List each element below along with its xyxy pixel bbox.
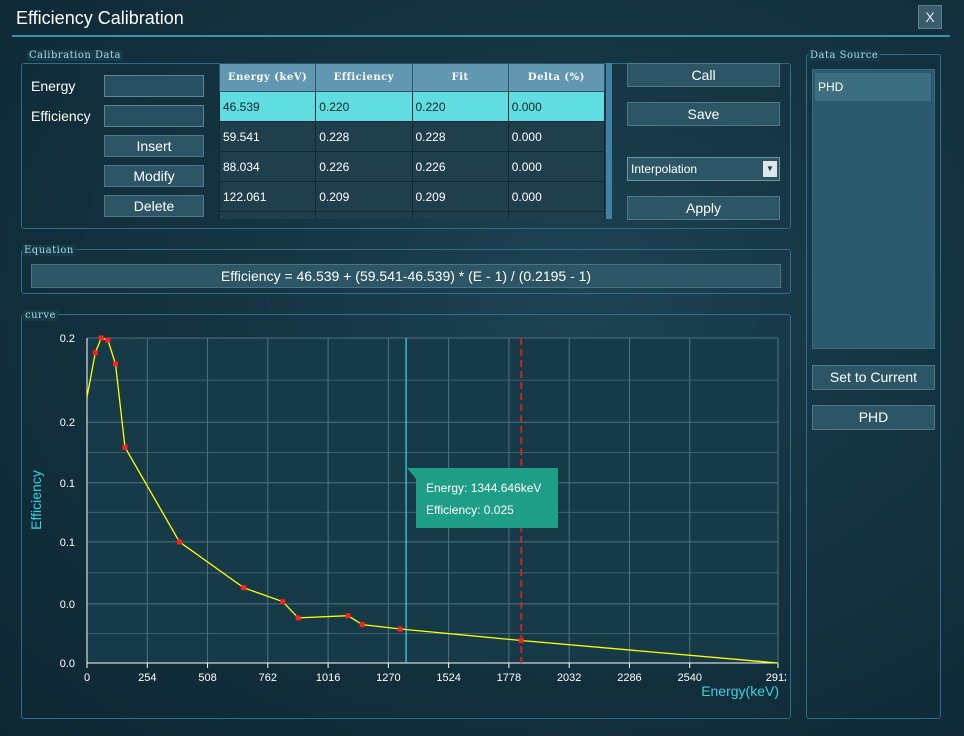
y-tick-label: 0.1: [60, 478, 75, 490]
apply-button[interactable]: Apply: [627, 196, 780, 220]
x-tick-label: 1778: [497, 672, 521, 684]
data-point[interactable]: [359, 622, 365, 628]
delete-button[interactable]: Delete: [104, 195, 204, 217]
cell-energy: 122.061: [219, 181, 317, 212]
tooltip-efficiency: Efficiency: 0.025: [426, 503, 514, 517]
y-axis-label: Efficiency: [28, 470, 44, 530]
data-point[interactable]: [280, 599, 286, 605]
header-efficiency[interactable]: Efficiency: [315, 63, 413, 92]
calibration-table: Energy (keV) Efficiency Fit Delta (%) 46…: [219, 63, 605, 219]
x-axis-label: Energy(keV): [701, 683, 779, 699]
cell-efficiency: 0.209: [315, 181, 413, 212]
cell-energy: 88.034: [219, 151, 317, 182]
data-point[interactable]: [397, 626, 403, 632]
cell-delta: 0.000: [507, 91, 605, 122]
table-header-row: Energy (keV) Efficiency Fit Delta (%): [219, 63, 605, 92]
y-tick-label: 0.2: [60, 333, 75, 345]
x-tick-label: 2540: [677, 672, 701, 684]
header-energy[interactable]: Energy (keV): [219, 63, 317, 92]
x-tick-label: 762: [259, 672, 277, 684]
cell-delta: 0.000: [507, 121, 605, 152]
equation-group: [21, 249, 791, 294]
table-row[interactable]: 88.034 0.226 0.226 0.000: [219, 151, 605, 182]
y-tick-label: 0.1: [60, 537, 75, 549]
data-point[interactable]: [112, 361, 118, 367]
cell-efficiency: 0.228: [315, 121, 413, 152]
cell-energy: 46.539: [219, 91, 317, 122]
efficiency-input[interactable]: [104, 105, 204, 127]
x-tick-label: 1524: [436, 672, 460, 684]
insert-button[interactable]: Insert: [104, 135, 204, 157]
cell-fit: 0.226: [411, 151, 509, 182]
data-point[interactable]: [98, 335, 104, 341]
cell-delta: 0.000: [507, 151, 605, 182]
table-row[interactable]: [219, 211, 605, 219]
x-tick-label: 508: [198, 672, 216, 684]
data-point[interactable]: [92, 350, 98, 356]
y-tick-label: 0.0: [60, 658, 75, 670]
curve-label: curve: [23, 310, 58, 321]
data-point[interactable]: [295, 615, 301, 621]
list-item[interactable]: PHD: [815, 73, 931, 101]
equation-label: Equation: [22, 245, 76, 256]
cell-delta: 0.000: [507, 181, 605, 212]
chart-tooltip: Energy: 1344.646keV Efficiency: 0.025: [416, 468, 558, 528]
data-point[interactable]: [241, 585, 247, 591]
x-tick-label: 2286: [617, 672, 641, 684]
efficiency-label: Efficiency: [31, 108, 91, 124]
data-source-list[interactable]: [812, 69, 935, 349]
tooltip-tail: [407, 468, 417, 480]
data-point[interactable]: [345, 613, 351, 619]
energy-label: Energy: [31, 78, 76, 94]
cell-fit: 0.228: [411, 121, 509, 152]
curve-group: [21, 314, 791, 719]
method-select-value: Interpolation: [631, 162, 698, 176]
efficiency-chart[interactable]: 0.0 0.0 0.1 0.1 0.2 0.2 0 254 508 762 1016 1270 1524…: [22, 322, 786, 714]
energy-input[interactable]: [104, 75, 204, 97]
tooltip-energy: Energy: 1344.646keV: [426, 481, 542, 495]
cell-fit: 0.209: [411, 181, 509, 212]
data-point[interactable]: [177, 539, 183, 545]
header-delta[interactable]: Delta (%): [507, 63, 605, 92]
cell-fit: 0.220: [411, 91, 509, 122]
set-to-current-button[interactable]: Set to Current: [812, 365, 935, 390]
equation-text: Efficiency = 46.539 + (59.541-46.539) * …: [31, 264, 781, 288]
data-point[interactable]: [105, 337, 111, 343]
header-fit[interactable]: Fit: [411, 63, 509, 92]
x-tick-label: 2032: [557, 672, 581, 684]
x-tick-label: 2912: [766, 672, 786, 684]
cell-efficiency: 0.220: [315, 91, 413, 122]
modify-button[interactable]: Modify: [104, 165, 204, 187]
y-tick-label: 0.0: [60, 599, 75, 611]
call-button[interactable]: Call: [627, 63, 780, 87]
cell-efficiency: 0.226: [315, 151, 413, 182]
data-point[interactable]: [122, 444, 128, 450]
x-tick-label: 0: [84, 672, 90, 684]
table-row[interactable]: 46.539 0.220 0.220 0.000: [219, 91, 605, 122]
close-button[interactable]: X: [918, 5, 942, 29]
save-button[interactable]: Save: [627, 102, 780, 126]
cell-energy: 59.541: [219, 121, 317, 152]
title-divider: [12, 35, 950, 37]
method-select[interactable]: Interpolation ▼: [627, 157, 780, 181]
current-source-display: PHD: [812, 405, 935, 430]
calibration-data-label: Calibration Data: [27, 50, 123, 61]
table-row[interactable]: 122.061 0.209 0.209 0.000: [219, 181, 605, 212]
table-row[interactable]: 59.541 0.228 0.228 0.000: [219, 121, 605, 152]
x-tick-label: 1016: [316, 672, 340, 684]
chevron-down-icon[interactable]: ▼: [763, 161, 777, 177]
data-source-label: Data Source: [808, 50, 881, 61]
window-title: Efficiency Calibration: [16, 8, 184, 28]
x-tick-label: 254: [138, 672, 156, 684]
x-tick-label: 1270: [376, 672, 400, 684]
y-tick-label: 0.2: [60, 417, 75, 429]
table-scroll-thumb[interactable]: [606, 63, 612, 219]
